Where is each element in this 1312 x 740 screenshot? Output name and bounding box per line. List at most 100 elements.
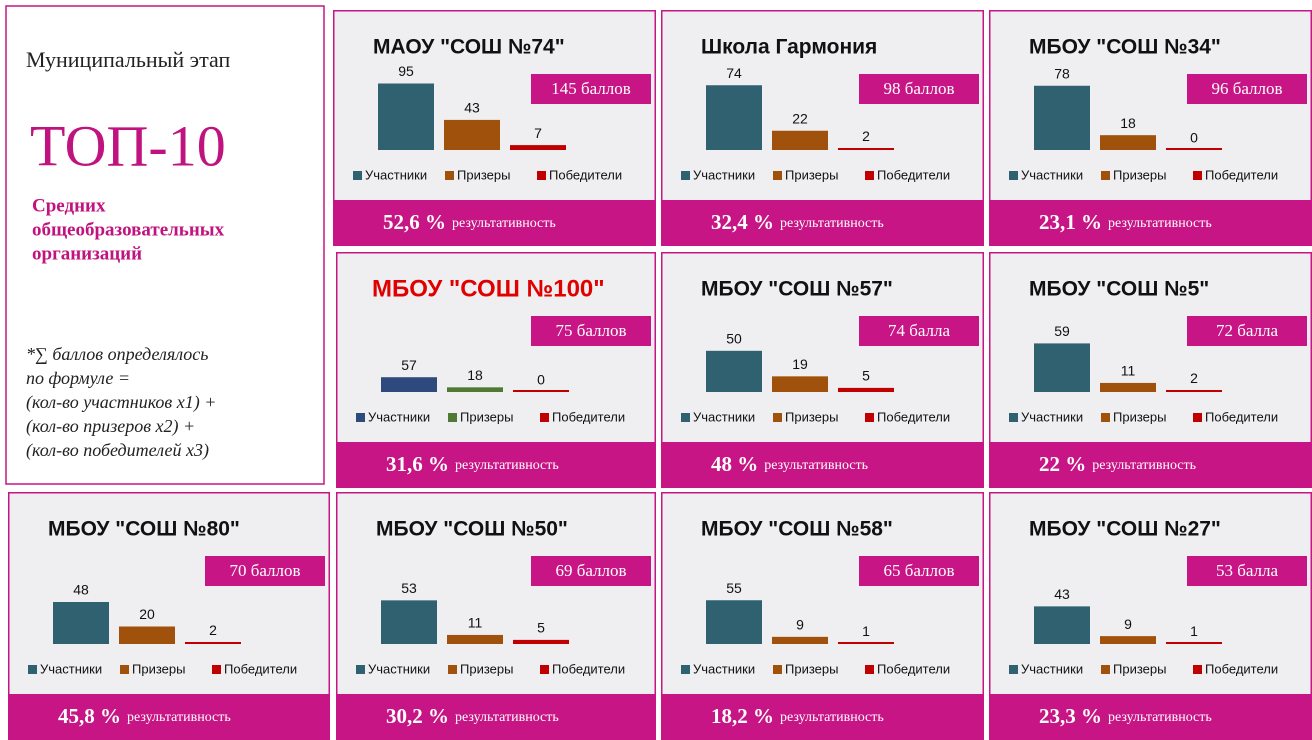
legend-label: Участники (1021, 167, 1083, 182)
headline: ТОП-10 (30, 113, 226, 178)
formula-line: (кол-во участников х1) + (26, 392, 216, 413)
data-label: 0 (1190, 130, 1198, 146)
data-label: 78 (1054, 65, 1070, 81)
intro-panel (5, 5, 325, 485)
subtitle-line: Средних (32, 195, 106, 216)
legend-label: Победители (549, 167, 622, 182)
legend-label: Победители (1205, 661, 1278, 676)
legend-label: Победители (1205, 167, 1278, 182)
legend-swatch (1009, 665, 1018, 674)
data-label: 9 (1124, 616, 1132, 632)
tile-title: МБОУ "СОШ №58" (701, 518, 893, 541)
legend-swatch (540, 413, 549, 422)
score: 145 баллов (551, 79, 631, 98)
legend-label: Призеры (1113, 661, 1166, 676)
legend-label: Участники (1021, 409, 1083, 424)
data-label: 7 (534, 125, 542, 141)
tile-title: МБОУ "СОШ №50" (376, 518, 568, 541)
legend-swatch (356, 665, 365, 674)
legend-label: Призеры (1113, 167, 1166, 182)
score-badge (1187, 556, 1307, 586)
bar-base (1166, 642, 1222, 644)
data-label: 22 (792, 110, 808, 126)
data-label: 57 (401, 357, 417, 373)
score: 74 балла (888, 321, 951, 340)
bar (53, 602, 109, 644)
result-bar (989, 200, 1312, 246)
data-label: 0 (537, 372, 545, 388)
bar (447, 634, 503, 644)
formula-line: (кол-во победителей х3) (26, 440, 209, 461)
bar (447, 387, 503, 392)
result-value: 45,8 % (58, 704, 121, 728)
result-label: результативность (455, 710, 559, 725)
result-label: результативность (1108, 710, 1212, 725)
score: 72 балла (1216, 321, 1279, 340)
score: 65 баллов (883, 561, 954, 580)
data-label: 18 (1120, 115, 1136, 131)
result-bar (661, 200, 984, 246)
legend-swatch (1193, 171, 1202, 180)
data-label: 5 (862, 368, 870, 384)
legend-label: Призеры (1113, 409, 1166, 424)
legend-swatch (865, 413, 874, 422)
legend-swatch (537, 171, 546, 180)
result: 45,8 % результативность (58, 704, 231, 728)
legend-swatch (1009, 413, 1018, 422)
bar (1034, 343, 1090, 392)
data-label: 50 (726, 331, 742, 347)
result-value: 32,4 % (711, 210, 774, 234)
legend-label: Участники (368, 661, 430, 676)
result-value: 23,1 % (1039, 210, 1102, 234)
result: 22 % результативность (1039, 452, 1196, 476)
bar-base (838, 390, 894, 392)
bar (706, 85, 762, 150)
data-label: 43 (464, 100, 480, 116)
data-label: 5 (537, 620, 545, 636)
result-label: результативность (1108, 216, 1212, 231)
legend-swatch (1101, 171, 1110, 180)
legend-label: Призеры (460, 409, 513, 424)
legend-swatch (212, 665, 221, 674)
legend-swatch (448, 413, 457, 422)
bar (1034, 85, 1090, 150)
result-value: 18,2 % (711, 704, 774, 728)
result: 48 % результативность (711, 452, 868, 476)
score-badge (859, 74, 979, 104)
data-label: 74 (726, 65, 742, 81)
tile-title: МБОУ "СОШ №57" (701, 278, 893, 301)
data-label: 48 (73, 582, 89, 598)
legend-swatch (681, 171, 690, 180)
legend-label: Участники (693, 661, 755, 676)
result: 23,3 % результативность (1039, 704, 1212, 728)
result-value: 23,3 % (1039, 704, 1102, 728)
bar (706, 350, 762, 392)
legend-swatch (120, 665, 129, 674)
legend-label: Призеры (460, 661, 513, 676)
legend-swatch (773, 171, 782, 180)
formula-line: *∑ баллов определялось (26, 344, 209, 364)
data-label: 2 (209, 622, 217, 638)
bar-base (510, 148, 566, 150)
legend-label: Призеры (785, 661, 838, 676)
score-badge (531, 74, 651, 104)
result-value: 31,6 % (386, 452, 449, 476)
result-bar (989, 442, 1312, 488)
result: 30,2 % результативность (386, 704, 559, 728)
result-value: 22 % (1039, 452, 1086, 476)
result-value: 48 % (711, 452, 758, 476)
bar-base (1166, 148, 1222, 150)
result-bar (661, 694, 984, 740)
legend-label: Победители (1205, 409, 1278, 424)
legend-swatch (356, 413, 365, 422)
result-bar (661, 442, 984, 488)
score: 98 баллов (883, 79, 954, 98)
result-value: 52,6 % (383, 210, 446, 234)
bar-base (838, 148, 894, 150)
bar (772, 130, 828, 150)
legend-label: Призеры (457, 167, 510, 182)
score-badge (859, 556, 979, 586)
score: 96 баллов (1211, 79, 1282, 98)
bar (381, 377, 437, 392)
data-label: 18 (467, 367, 483, 383)
